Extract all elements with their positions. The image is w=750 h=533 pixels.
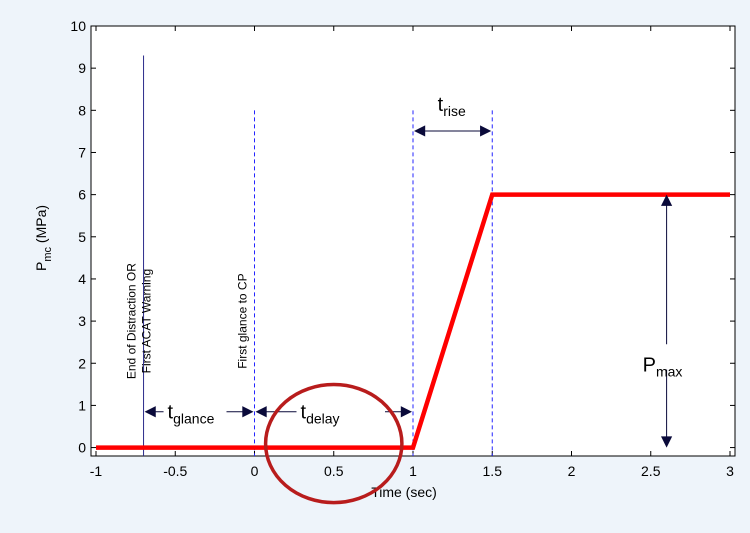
x-tick-label: 1 <box>409 463 417 479</box>
x-tick-label: 2.5 <box>641 463 661 479</box>
t-glance-arrow-right <box>242 406 254 418</box>
t-rise-arrow-right <box>480 125 492 137</box>
y-axis-label-main: P <box>33 262 49 271</box>
y-tick-label: 9 <box>78 60 86 76</box>
t-rise-label: trise <box>438 94 466 119</box>
x-tick-label: -1 <box>90 463 103 479</box>
y-tick-label: 8 <box>78 102 86 118</box>
x-tick-label: -0.5 <box>163 463 187 479</box>
pmax-label: Pmax <box>643 354 683 379</box>
y-tick-label: 10 <box>70 18 86 34</box>
highlight-circle <box>263 382 404 505</box>
y-tick-label: 5 <box>78 229 86 245</box>
y-tick-label: 3 <box>78 313 86 329</box>
t-rise-arrow-left <box>414 125 426 137</box>
y-axis-label-sub: mc <box>42 247 54 262</box>
y-axis-label: Pmc (MPa) <box>33 205 54 271</box>
vertical-line-label: First ACAT Warning <box>140 269 154 373</box>
y-axis-label-unit: (MPa) <box>33 205 49 247</box>
x-tick-label: 3 <box>726 463 734 479</box>
y-tick-label: 1 <box>78 397 86 413</box>
t-delay-label: tdelay <box>301 402 340 427</box>
y-tick-label: 7 <box>78 144 86 160</box>
x-axis-label: Time (sec) <box>371 484 437 500</box>
t-glance-arrow-left <box>144 406 156 418</box>
y-tick-label: 0 <box>78 440 86 456</box>
x-tick-label: 1.5 <box>483 463 503 479</box>
x-tick-label: 0 <box>251 463 259 479</box>
t-delay-arrow-right <box>400 406 412 418</box>
pmax-arrow-up <box>661 194 673 206</box>
y-tick-label: 2 <box>78 355 86 371</box>
y-tick-label: 6 <box>78 187 86 203</box>
y-tick-label: 4 <box>78 271 86 287</box>
vertical-line-label: End of Distraction OR <box>125 263 139 379</box>
t-delay-arrow-left <box>255 406 267 418</box>
x-tick-label: 2 <box>568 463 576 479</box>
pmax-arrow-down <box>661 436 673 448</box>
pressure-series-line <box>96 192 730 450</box>
x-tick-label: 0.5 <box>324 463 344 479</box>
t-glance-label: tglance <box>168 402 215 427</box>
vertical-line-label: First glance to CP <box>236 273 250 368</box>
